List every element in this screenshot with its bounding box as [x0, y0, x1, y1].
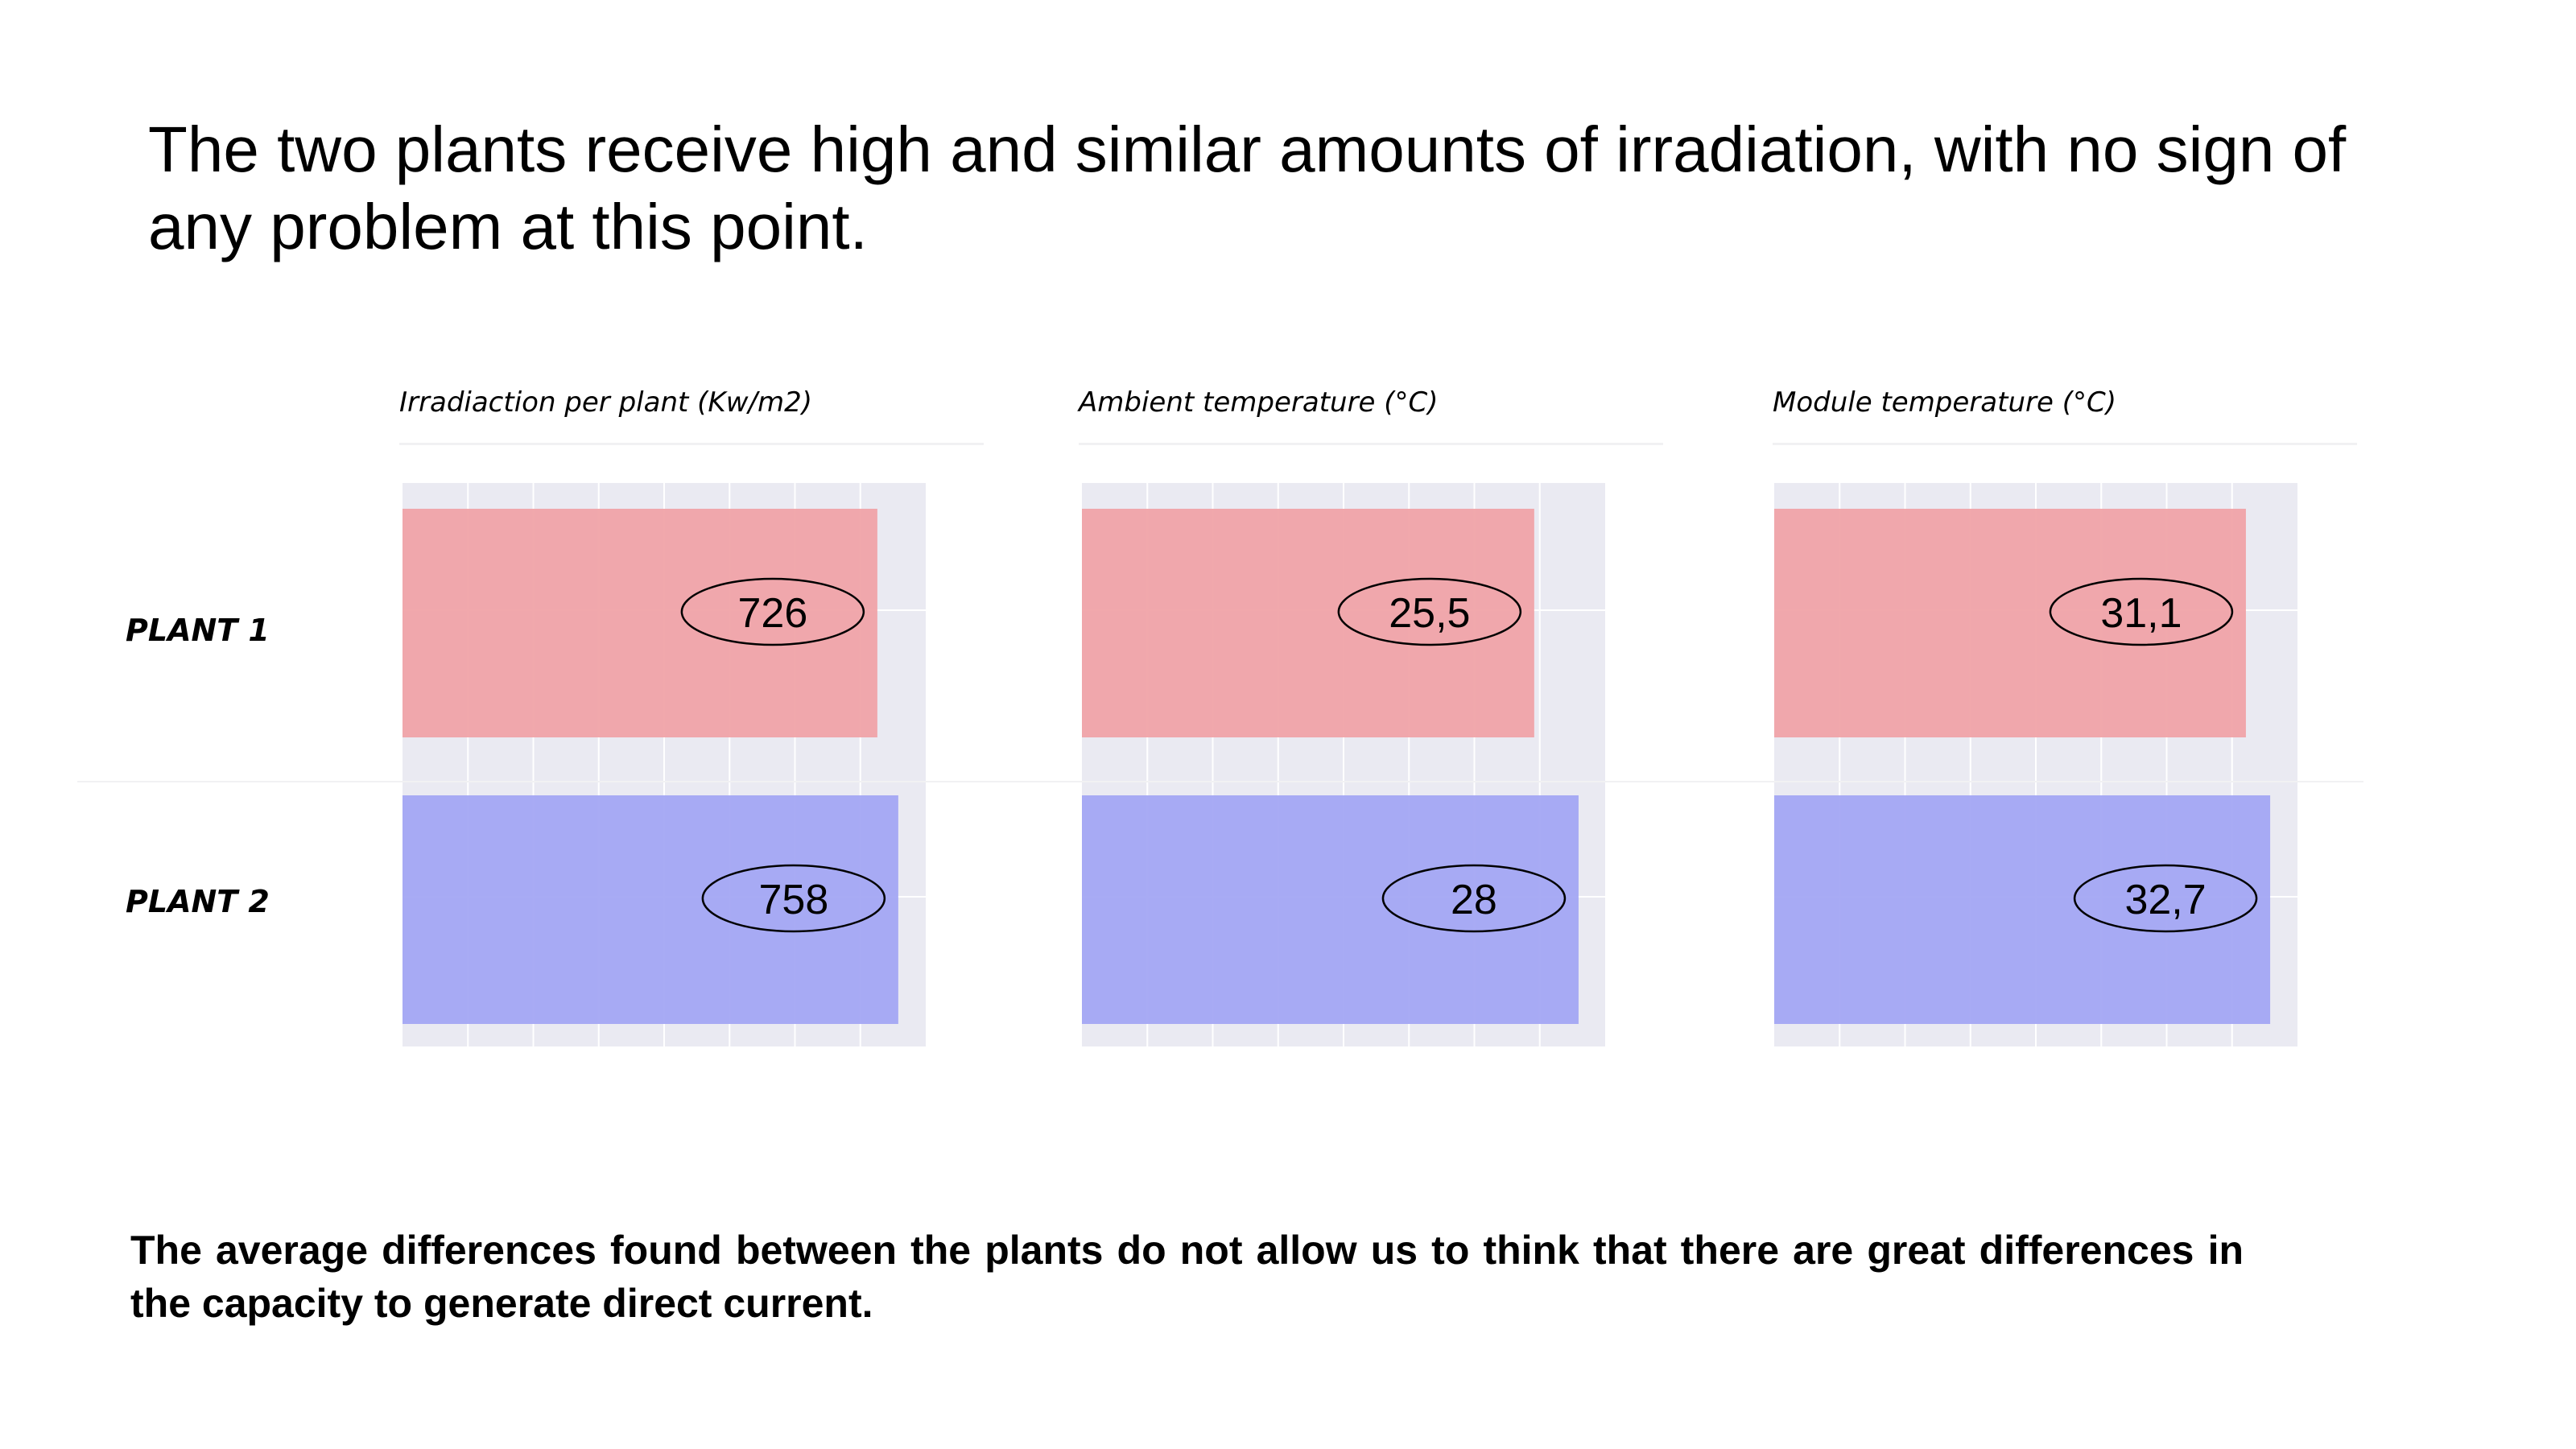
footer-conclusion: The average differences found between th… — [130, 1228, 2244, 1326]
row-label-plant-1: PLANT 1 — [126, 613, 270, 648]
data-label: 758 — [758, 877, 828, 923]
data-label: 726 — [737, 590, 807, 637]
value-highlight-ellipse — [2073, 864, 2258, 933]
row-divider — [77, 781, 2363, 782]
value-highlight-ellipse — [1381, 864, 1567, 933]
module-temperature-chart-title: Module temperature (°C) — [1773, 386, 2116, 419]
irradiation-chart: 726 758 — [402, 483, 926, 1046]
bar-plant-2 — [402, 795, 898, 1024]
bar-plant-1 — [1082, 509, 1534, 737]
title-underline — [399, 443, 984, 445]
bar-plant-2 — [1082, 795, 1579, 1024]
module-temperature-chart: 31,1 32,7 — [1774, 483, 2297, 1046]
bar-plant-1 — [402, 509, 877, 737]
irradiation-chart-title: Irradiaction per plant (Kw/m2) — [399, 386, 812, 419]
title-underline — [1079, 443, 1663, 445]
value-highlight-ellipse — [2049, 577, 2234, 646]
data-label: 31,1 — [2100, 590, 2182, 637]
data-label: 32,7 — [2124, 877, 2206, 923]
bar-plant-2 — [1774, 795, 2271, 1024]
data-label: 28 — [1451, 877, 1497, 923]
bar-plant-1 — [1774, 509, 2246, 737]
data-label: 25,5 — [1389, 590, 1470, 637]
value-highlight-ellipse — [680, 577, 865, 646]
row-label-plant-2: PLANT 2 — [126, 884, 270, 919]
value-highlight-ellipse — [701, 864, 886, 933]
headline: The two plants receive high and similar … — [148, 114, 2347, 262]
value-highlight-ellipse — [1337, 577, 1522, 646]
title-underline — [1773, 443, 2357, 445]
ambient-temperature-chart-title: Ambient temperature (°C) — [1079, 386, 1439, 419]
ambient-temperature-chart: 25,5 28 — [1082, 483, 1605, 1046]
